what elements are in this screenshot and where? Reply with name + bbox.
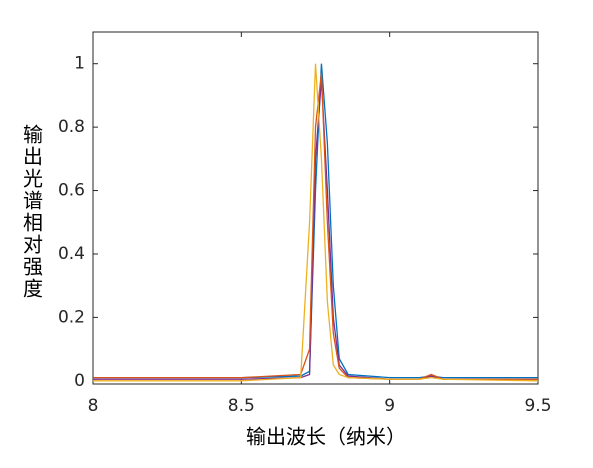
x-axis-title: 输出波长（纳米） bbox=[246, 425, 406, 449]
y-tick-label: 0.2 bbox=[58, 307, 85, 327]
y-tick-label: 0.8 bbox=[58, 117, 85, 137]
x-tick-label: 8.5 bbox=[228, 396, 255, 416]
y-tick-label: 1 bbox=[74, 54, 85, 74]
x-tick-label: 9 bbox=[384, 396, 395, 416]
line-series bbox=[93, 63, 539, 382]
line-series bbox=[93, 73, 538, 380]
y-tick-label: 0.4 bbox=[58, 244, 85, 264]
line-series bbox=[93, 79, 538, 380]
y-axis-title: 输出光谱相对强度 bbox=[20, 124, 44, 300]
x-tick-label: 8 bbox=[88, 396, 99, 416]
y-tick-label: 0 bbox=[74, 371, 85, 391]
y-tick-label: 0.6 bbox=[58, 181, 85, 201]
x-tick-label: 9.5 bbox=[524, 396, 551, 416]
